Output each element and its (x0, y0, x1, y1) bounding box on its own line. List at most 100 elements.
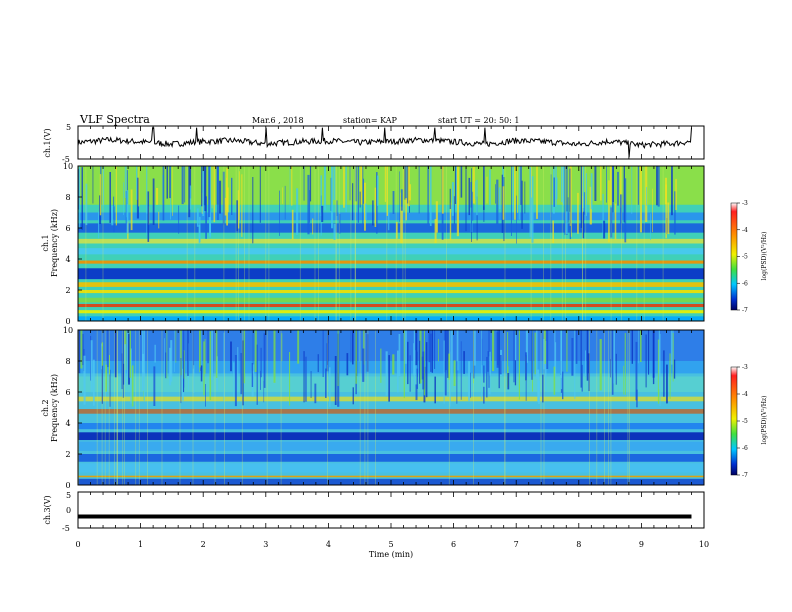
ch1-spectro-band-8 (78, 248, 704, 255)
ch1-spectro-impulse (318, 166, 319, 321)
ch2-spectro-streak (648, 330, 650, 375)
ch1-spectro-streak (113, 206, 115, 233)
ch2-spectro-streak (101, 342, 104, 366)
ch1-spectro-impulse (565, 166, 566, 321)
ch1-spectro-streak (590, 173, 593, 210)
ch1-spectro-streak (582, 207, 585, 239)
ch2-spectro-ylabel-freq: Frequency (kHz) (50, 374, 59, 442)
ch1-spectro-streak (156, 188, 159, 205)
x-tick-label: 1 (138, 540, 143, 549)
ch1-spectro-streak (152, 178, 155, 225)
ch1-spectro-streak (474, 181, 476, 200)
ch2-spectro-streak (204, 339, 206, 374)
ch1-spectro-ytick-label: 4 (65, 255, 70, 264)
ch2-spectro-streak (209, 331, 212, 401)
ch2-spectro-band-5 (78, 432, 704, 441)
ch1-spectro-ytick-label: 0 (65, 317, 70, 326)
ch1-spectro-streak (78, 169, 80, 210)
ch2-spectro-streak (397, 350, 399, 393)
colorbar-2-label: log(PSD)(V²/Hz) (761, 396, 768, 445)
ch2-spectro-streak (599, 339, 602, 391)
ch2-spectro-streak (499, 355, 502, 375)
ch1-spectro-streak (309, 166, 312, 202)
ch2-spectro-streak (303, 351, 305, 403)
ch1-spectro-streak (136, 177, 139, 219)
ch1-spectro-impulse (621, 166, 622, 321)
ch1-spectro-ytick-label: 6 (65, 224, 70, 233)
ch2-spectro-streak (252, 330, 254, 380)
ch1-spectro-streak (435, 201, 438, 233)
ch1-spectro-streak (606, 166, 607, 203)
ch1-spectro-streak (675, 178, 677, 211)
ch2-spectro-streak (201, 330, 202, 366)
ch2-spectro-streak (430, 333, 432, 372)
ch2-spectro-streak (105, 364, 107, 392)
ch2-spectro-streak (142, 330, 144, 372)
ch1-spectro-impulse (238, 166, 239, 321)
ch1-spectro-impulse (530, 166, 532, 321)
colorbar-2-tick-label: -4 (742, 391, 748, 398)
ch1-spectro-streak (189, 185, 192, 210)
ch2-spectro-streak (404, 330, 407, 364)
ch1-spectro-streak (406, 166, 408, 206)
ch1-spectro-streak (476, 179, 478, 216)
ch1-spectro-streak (582, 166, 585, 212)
ch1-spectro-impulse (402, 166, 404, 321)
ch3-ytick-bottom: -5 (62, 524, 70, 533)
ch2-spectro-streak (483, 365, 485, 383)
ch2-spectro-impulse (473, 330, 474, 485)
ch2-spectro-streak (489, 351, 491, 376)
ch2-spectro-streak (456, 330, 459, 371)
ch2-spectro-impulse (589, 330, 590, 485)
ch2-spectro-streak (415, 384, 418, 401)
ch2-spectro-streak (414, 350, 416, 375)
ch1-spectro-streak (502, 186, 505, 220)
ch1-spectro-streak (460, 166, 463, 198)
ch1-spectro-streak (456, 166, 459, 237)
ch1-spectro-streak (213, 166, 216, 223)
ch2-spectro-streak (183, 330, 185, 388)
ch2-spectro-streak (562, 371, 564, 400)
ch1-spectro-streak (388, 212, 390, 231)
ch1-spectro-streak (603, 220, 606, 239)
ch1-spectro-streak (123, 182, 124, 216)
ch2-spectro-impulse (266, 330, 268, 485)
ch2-spectro-impulse (114, 330, 115, 485)
ch1-spectro-streak (312, 218, 314, 235)
ch1-spectro-streak (109, 172, 111, 223)
ch2-spectro-streak (434, 330, 436, 369)
ch2-spectro-streak (587, 353, 589, 374)
ch1-spectro-streak (531, 176, 534, 243)
ch1-waveform-line (77, 127, 692, 158)
ch2-spectro-streak (124, 344, 126, 386)
ch2-spectro-streak (449, 351, 451, 405)
ch1-spectro-streak (566, 166, 568, 235)
ch2-spectro-impulse (375, 330, 376, 485)
ch1-spectro-streak (486, 176, 488, 204)
ch2-spectro-streak (415, 330, 418, 366)
ch2-spectro-streak (483, 386, 485, 404)
ch1-spectro-streak (158, 211, 160, 229)
ch2-spectro-impulse (138, 330, 140, 485)
ch2-spectro-streak (488, 330, 490, 388)
ch1-spectro-streak (291, 209, 294, 240)
ch1-spectro-streak (196, 208, 199, 227)
ch2-spectro-streak (358, 330, 360, 362)
colorbar-2-tick-label: -7 (742, 472, 748, 479)
ch3-panel: 5 0 -5 ch.3(V) 0 1 2 3 4 5 6 7 8 9 10 Time (min) (43, 491, 709, 559)
ch1-spectro-band-3 (78, 297, 704, 303)
ch2-spectro-impulse (610, 330, 612, 485)
x-tick-label: 8 (576, 540, 581, 549)
ch1-spectro-impulse (585, 166, 587, 321)
ch1-spectro-band-6 (78, 268, 704, 280)
ch1-spectro-streak (429, 166, 432, 226)
ch1-spectro-impulse (194, 166, 196, 321)
ch2-spectro-impulse (96, 330, 98, 485)
ch2-spectro-streak (542, 374, 544, 403)
ch2-spectro-streak (672, 333, 674, 382)
ch3-ytick-top: 5 (66, 491, 71, 500)
ch1-spectro-streak (498, 187, 501, 209)
start-time-label: start UT = 20: 50: 1 (438, 116, 519, 125)
ch1-spectro-streak (321, 205, 324, 222)
ch1-spectro-streak (594, 166, 597, 201)
